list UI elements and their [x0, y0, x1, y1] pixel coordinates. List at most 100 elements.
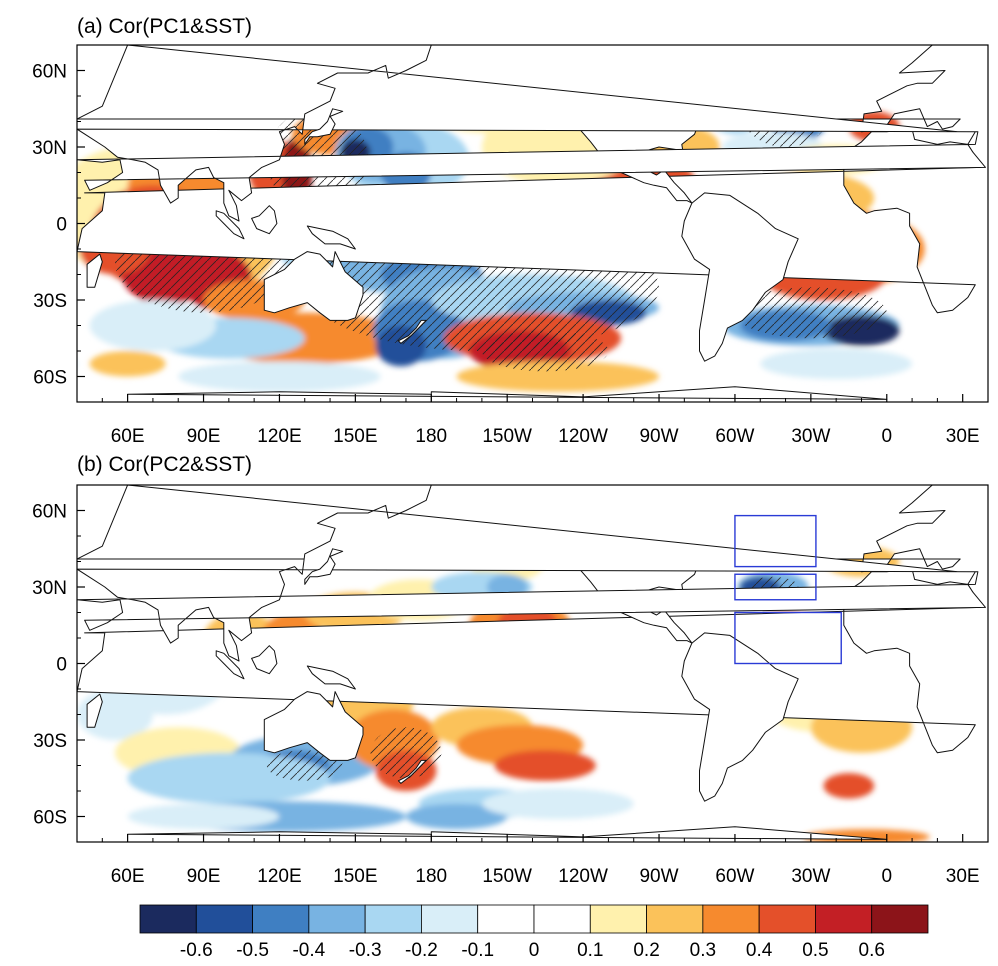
colorbar-label: 0.5 [802, 940, 828, 961]
lat-tick-label: 30N [32, 578, 67, 599]
lon-tick-label: 180 [415, 426, 447, 447]
sst-anomaly-patch [127, 803, 280, 830]
lat-tick-label: 60N [32, 62, 67, 83]
lon-tick-label: 180 [415, 866, 447, 887]
lat-tick-label: 30S [33, 731, 67, 752]
colorbar-swatch [871, 904, 929, 934]
lon-tick-label: 90W [639, 426, 678, 447]
lat-tick-label: 0 [56, 655, 67, 676]
colorbar-swatch [702, 904, 760, 934]
lon-tick-label: 60E [111, 866, 145, 887]
land-new-guinea [306, 225, 356, 250]
panel-a-title: (a) Cor(PC1&SST) [77, 15, 253, 38]
land-japan [304, 108, 344, 145]
land-japan [304, 548, 344, 585]
significance-hatching [370, 727, 442, 779]
lon-tick-label: 120W [558, 866, 608, 887]
land-new-guinea [306, 665, 356, 690]
lon-tick-label: 120W [558, 426, 608, 447]
colorbar-label: -0.5 [236, 940, 269, 961]
sst-anomaly-patch [494, 750, 596, 781]
lat-tick-label: 0 [56, 215, 67, 236]
significance-hatching [734, 287, 887, 339]
colorbar-swatch [477, 904, 535, 934]
colorbar-swatch [589, 904, 647, 934]
tropical-atlantic-box [734, 611, 842, 665]
lon-tick-label: 90E [187, 866, 221, 887]
colorbar-label: 0.4 [746, 940, 773, 961]
lon-tick-label: 0 [881, 426, 892, 447]
lat-tick-label: 60S [33, 808, 67, 829]
panel-b-map: 60N 30N 0 30S 60S 60E 90E 120E 150E 180 150W 120W 90… [32, 484, 989, 887]
land-madagascar [86, 693, 103, 728]
colorbar-swatch [364, 904, 422, 934]
colorbar-label: -0.3 [349, 940, 382, 961]
lon-tick-label: 30E [946, 866, 980, 887]
significance-hatching [266, 750, 343, 781]
lon-tick-label: 90W [639, 866, 678, 887]
lon-tick-label: 150E [333, 866, 377, 887]
lon-tick-label: 60W [715, 426, 754, 447]
colorbar-label: -0.4 [292, 940, 325, 961]
colorbar-swatch [252, 904, 310, 934]
sst-anomaly-patch [89, 351, 166, 377]
land-new-zealand [397, 759, 427, 784]
colorbar-label: 0.1 [577, 940, 603, 961]
colorbar-label: 0.6 [859, 940, 885, 961]
land-australia [263, 691, 364, 761]
land-masses [77, 45, 986, 402]
lon-tick-label: 120E [257, 426, 301, 447]
lat-tick-label: 30S [33, 291, 67, 312]
colorbar-label: -0.2 [405, 940, 438, 961]
colorbar-label: 0 [529, 940, 540, 961]
lon-tick-label: 30W [791, 866, 830, 887]
land-sumatra [215, 210, 245, 240]
colorbar-swatch [195, 904, 253, 934]
sst-anomaly-patch [823, 773, 875, 799]
land-borneo [251, 645, 278, 675]
land-australia [263, 251, 364, 321]
sst-anomaly-patch [0, 310, 64, 341]
sst-field [0, 45, 988, 402]
lon-tick-label: 90E [187, 426, 221, 447]
sst-anomaly-patch [178, 361, 381, 392]
land-asia [77, 45, 986, 222]
land-south-america [681, 192, 799, 362]
colorbar-swatch [758, 904, 816, 934]
colorbar-swatch [533, 904, 591, 934]
lon-tick-label: 120E [257, 866, 301, 887]
lon-tick-label: 0 [881, 866, 892, 887]
sst-anomaly-patch [405, 803, 508, 830]
sst-field [77, 485, 988, 842]
lon-tick-label: 30W [791, 426, 830, 447]
lon-tick-label: 150W [482, 426, 532, 447]
land-asia [77, 485, 986, 662]
land-sumatra [215, 650, 245, 680]
sst-anomaly-patch [456, 361, 660, 392]
land-new-zealand [397, 319, 427, 344]
colorbar-label: -0.6 [180, 940, 213, 961]
lat-tick-label: 60N [32, 502, 67, 523]
colorbar-swatch [421, 904, 479, 934]
colorbar-swatch [308, 904, 366, 934]
sst-anomaly-patch [481, 788, 634, 820]
lat-tick-label: 60S [33, 368, 67, 389]
north-atlantic-box [734, 514, 817, 568]
land-masses [77, 485, 986, 842]
lon-tick-label: 60W [715, 866, 754, 887]
subtropical-atlantic-box [734, 573, 817, 601]
lon-tick-label: 30E [946, 426, 980, 447]
land-borneo [251, 205, 278, 235]
lon-tick-label: 60E [111, 426, 145, 447]
significance-hatching [481, 330, 609, 372]
colorbar-label: -0.1 [461, 940, 494, 961]
lon-tick-label: 150E [333, 426, 377, 447]
colorbar-swatch [646, 904, 704, 934]
panel-b-title: (b) Cor(PC2&SST) [77, 453, 253, 476]
lat-tick-label: 30N [32, 138, 67, 159]
colorbar-swatch [139, 904, 197, 934]
sst-anomaly-patch [89, 300, 217, 351]
colorbar-swatch [815, 904, 873, 934]
colorbar-label: 0.2 [633, 940, 659, 961]
sst-anomaly-patch [760, 348, 913, 380]
